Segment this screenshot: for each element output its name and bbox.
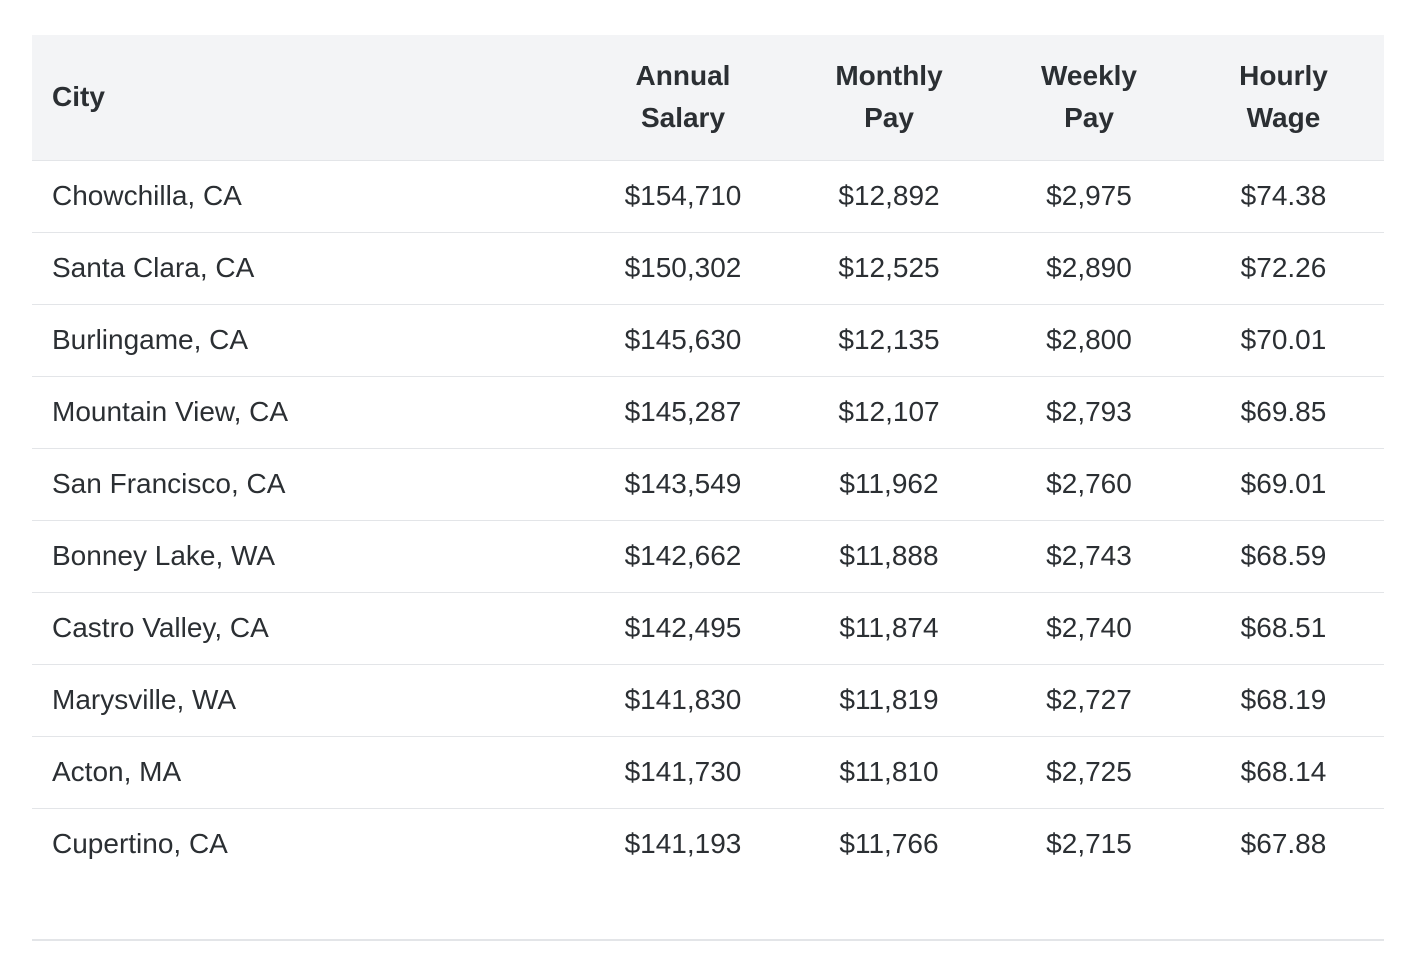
table-row: Acton, MA $141,730 $11,810 $2,725 $68.14 [32, 736, 1384, 809]
pay-cell: $74.38 [1183, 160, 1384, 233]
pay-cell: $143,549 [583, 448, 783, 521]
pay-cell: $141,730 [583, 736, 783, 809]
table-row: Bonney Lake, WA $142,662 $11,888 $2,743 $68.… [32, 520, 1384, 593]
pay-cell: $2,727 [995, 664, 1183, 737]
table-row: Chowchilla, CA $154,710 $12,892 $2,975 $74.3… [32, 160, 1384, 233]
table-row: Burlingame, CA $145,630 $12,135 $2,800 $70.0… [32, 304, 1384, 377]
city-cell: Burlingame, CA [32, 304, 583, 377]
pay-cell: $2,890 [995, 232, 1183, 305]
pay-cell: $67.88 [1240, 828, 1327, 859]
table-header: City Annual Salary Monthly Pay Weekly Pay Ho… [32, 35, 1384, 161]
pay-cell: $2,760 [995, 448, 1183, 521]
column-header: Annual Salary [583, 35, 783, 161]
pay-cell: $2,740 [995, 592, 1183, 665]
table-row: Mountain View, CA $145,287 $12,107 $2,793 $6… [32, 376, 1384, 449]
pay-cell: $72.26 [1183, 232, 1384, 305]
pay-cell: $12,525 [783, 232, 995, 305]
header-text: Weekly Pay [1041, 60, 1137, 134]
pay-cell: $141,193 [624, 828, 742, 859]
pay-cell: $145,630 [583, 304, 783, 377]
pay-cell: $68.51 [1183, 592, 1384, 665]
header-text: Annual Salary [635, 60, 731, 134]
pay-cell: $2,800 [995, 304, 1183, 377]
city-cell: Castro Valley, CA [32, 592, 583, 665]
pay-cell: $68.59 [1183, 520, 1384, 593]
column-header: Weekly Pay [995, 35, 1183, 161]
pay-cell: $2,725 [995, 736, 1183, 809]
pay-cell: $12,892 [783, 160, 995, 233]
city-cell: Cupertino, CA [52, 828, 228, 859]
column-header: Monthly Pay [783, 35, 995, 161]
city-cell: Mountain View, CA [32, 376, 583, 449]
table-row: San Francisco, CA $143,549 $11,962 $2,760 $6… [32, 448, 1384, 521]
pay-cell: $68.19 [1183, 664, 1384, 737]
pay-cell: $2,793 [995, 376, 1183, 449]
bottom-rule [32, 939, 1384, 941]
pay-cell: $150,302 [583, 232, 783, 305]
header-text: City [52, 81, 105, 113]
city-cell: Marysville, WA [32, 664, 583, 737]
pay-cell: $11,810 [783, 736, 995, 809]
table-row: Santa Clara, CA $150,302 $12,525 $2,890 $72.… [32, 232, 1384, 305]
pay-cell: $154,710 [583, 160, 783, 233]
pay-cell: $68.14 [1183, 736, 1384, 809]
city-cell: Chowchilla, CA [32, 160, 583, 233]
city-cell: Santa Clara, CA [32, 232, 583, 305]
pay-cell: $141,830 [583, 664, 783, 737]
pay-cell: $2,743 [995, 520, 1183, 593]
pay-cell: $142,662 [583, 520, 783, 593]
pay-cell: $142,495 [583, 592, 783, 665]
pay-cell: $2,715 [1046, 828, 1132, 859]
pay-cell: $11,874 [783, 592, 995, 665]
salary-table: City Annual Salary Monthly Pay Weekly Pay Ho… [32, 35, 1384, 880]
city-cell: Acton, MA [32, 736, 583, 809]
table-row: Cupertino, CA $141,193 $11,766 $2,715 $67.88 [32, 808, 1384, 880]
pay-cell: $11,766 [839, 828, 939, 859]
column-header: City [32, 35, 583, 161]
column-header: Hourly Wage [1183, 35, 1384, 161]
table-body: Chowchilla, CA $154,710 $12,892 $2,975 $74.3… [32, 160, 1384, 880]
pay-cell: $69.85 [1183, 376, 1384, 449]
city-cell: Bonney Lake, WA [32, 520, 583, 593]
pay-cell: $11,819 [783, 664, 995, 737]
pay-cell: $145,287 [583, 376, 783, 449]
pay-cell: $11,962 [783, 448, 995, 521]
table-row: Castro Valley, CA $142,495 $11,874 $2,740 $6… [32, 592, 1384, 665]
pay-cell: $69.01 [1183, 448, 1384, 521]
pay-cell: $11,888 [783, 520, 995, 593]
pay-cell: $12,135 [783, 304, 995, 377]
header-row: City Annual Salary Monthly Pay Weekly Pay Ho… [32, 35, 1384, 161]
pay-cell: $12,107 [783, 376, 995, 449]
header-text: Hourly Wage [1239, 60, 1328, 134]
header-text: Monthly Pay [835, 60, 943, 134]
pay-cell: $70.01 [1183, 304, 1384, 377]
table-row: Marysville, WA $141,830 $11,819 $2,727 $68.1… [32, 664, 1384, 737]
pay-cell: $2,975 [995, 160, 1183, 233]
city-cell: San Francisco, CA [32, 448, 583, 521]
